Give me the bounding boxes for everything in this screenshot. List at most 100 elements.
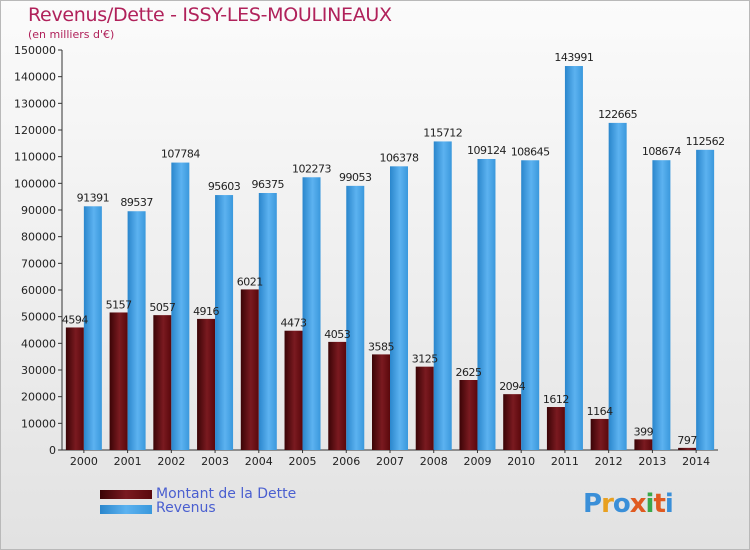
revenue-bar <box>83 206 102 450</box>
revenue-bar <box>390 166 408 451</box>
y-tick-label: 50000 <box>21 311 56 324</box>
debt-value-label: 4594 <box>62 313 88 326</box>
revenue-bar <box>696 149 715 451</box>
x-tick-label: 2006 <box>332 455 360 468</box>
x-tick-label: 2004 <box>245 455 273 468</box>
debt-bar <box>503 394 522 450</box>
x-tick-label: 2001 <box>114 455 142 468</box>
revenue-bar <box>171 162 190 451</box>
debt-bar <box>634 439 653 450</box>
revenue-value-label: 102273 <box>292 162 331 175</box>
x-tick-label: 2009 <box>463 455 491 468</box>
debt-value-label: 1612 <box>543 393 569 406</box>
logo-letter: r <box>601 489 614 519</box>
revenue-bar <box>564 66 583 451</box>
debt-value-label: 2625 <box>455 366 481 379</box>
chart-bars <box>65 66 715 451</box>
logo-letter: i <box>664 489 674 519</box>
chart-subtitle: (en milliers d'€) <box>28 28 115 41</box>
y-tick-label: 80000 <box>21 231 56 244</box>
revenue-value-label: 108645 <box>511 145 550 158</box>
debt-value-label: 4053 <box>324 328 350 341</box>
logo-letter: t <box>653 489 665 519</box>
debt-bar <box>153 315 172 450</box>
revenue-bar <box>477 159 496 450</box>
debt-bar <box>678 447 697 450</box>
revenue-value-label: 108674 <box>642 145 681 158</box>
debt-bar <box>197 318 216 450</box>
y-tick-label: 130000 <box>14 97 56 110</box>
debt-value-label: 2094 <box>499 380 525 393</box>
x-tick-label: 2000 <box>70 455 98 468</box>
debt-bar <box>590 418 609 450</box>
x-tick-label: 2007 <box>376 455 404 468</box>
x-tick-label: 2010 <box>507 455 535 468</box>
x-tick-label: 2003 <box>201 455 229 468</box>
legend-swatch-dette <box>100 490 152 499</box>
debt-value-label: 3125 <box>412 353 438 366</box>
y-tick-label: 10000 <box>21 417 56 430</box>
logo-letter: P <box>583 489 602 519</box>
debt-value-label: 4473 <box>281 317 307 330</box>
revenue-bar <box>608 122 627 450</box>
y-tick-label: 110000 <box>14 151 56 164</box>
y-tick-label: 90000 <box>21 204 56 217</box>
revenue-bar <box>215 195 234 450</box>
debt-value-label: 1164 <box>587 405 613 418</box>
y-tick-label: 30000 <box>21 364 56 377</box>
debt-bar <box>459 380 478 450</box>
debt-value-label: 797 <box>677 434 697 447</box>
debt-bar <box>546 407 565 450</box>
revenue-value-label: 112562 <box>686 135 725 148</box>
revenue-value-label: 91391 <box>77 191 110 204</box>
revenue-bar <box>521 160 540 450</box>
x-tick-label: 2012 <box>595 455 623 468</box>
revenue-bar <box>652 160 671 450</box>
debt-value-label: 4916 <box>193 305 219 318</box>
x-tick-label: 2008 <box>420 455 448 468</box>
revenue-bar <box>127 211 146 450</box>
revenue-value-label: 96375 <box>252 178 285 191</box>
revenue-bar <box>302 177 321 450</box>
x-tick-label: 2013 <box>638 455 666 468</box>
logo-letter: o <box>612 489 631 519</box>
y-tick-label: 120000 <box>14 124 56 137</box>
chart-labels: 4594 91391 5157 89537 5057 107784 4916 95603 602… <box>62 51 725 447</box>
revenue-value-label: 122665 <box>598 108 637 121</box>
revenue-value-label: 99053 <box>339 171 372 184</box>
debt-bar <box>109 312 128 450</box>
debt-value-label: 3585 <box>368 340 394 353</box>
x-tick-label: 2002 <box>157 455 185 468</box>
x-tick-label: 2005 <box>289 455 317 468</box>
x-tick-label: 2014 <box>682 455 710 468</box>
debt-value-label: 5057 <box>149 301 175 314</box>
y-tick-label: 60000 <box>21 284 56 297</box>
revenue-value-label: 109124 <box>467 144 506 157</box>
y-tick-label: 20000 <box>21 391 56 404</box>
debt-bar <box>415 366 434 450</box>
debt-value-label: 6021 <box>237 275 263 288</box>
revenue-bar <box>258 193 277 450</box>
y-tick-label: 40000 <box>21 337 56 350</box>
y-tick-label: 0 <box>49 444 56 457</box>
revenue-value-label: 115712 <box>423 126 462 139</box>
revenue-value-label: 95603 <box>208 180 241 193</box>
chart-title: Revenus/Dette - ISSY-LES-MOULINEAUX <box>28 4 392 26</box>
revenue-value-label: 107784 <box>161 148 200 161</box>
revenue-value-label: 89537 <box>120 196 153 209</box>
y-tick-label: 140000 <box>14 71 56 84</box>
x-tick-label: 2011 <box>551 455 579 468</box>
proxiti-logo: Proxiti <box>583 489 674 519</box>
chart-axes: 0 10000 20000 30000 40000 50000 60000 70000 8000… <box>14 44 718 468</box>
revenue-value-label: 106378 <box>380 151 419 164</box>
debt-bar <box>284 330 303 450</box>
debt-value-label: 5157 <box>106 298 132 311</box>
y-tick-label: 100000 <box>14 177 56 190</box>
legend-label-revenus: Revenus <box>156 500 216 516</box>
logo-letter: i <box>645 489 655 519</box>
revenue-value-label: 143991 <box>554 51 593 64</box>
debt-bar <box>372 354 390 450</box>
debt-bar <box>240 289 259 450</box>
legend-label-dette: Montant de la Dette <box>156 486 297 502</box>
